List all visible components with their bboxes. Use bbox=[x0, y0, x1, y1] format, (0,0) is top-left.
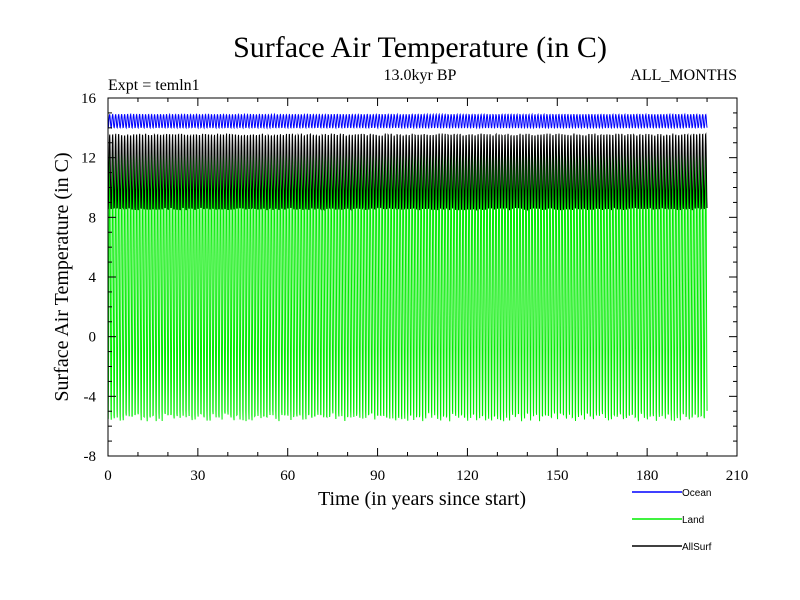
x-tick-label: 180 bbox=[636, 468, 659, 484]
legend-label-ocean: Ocean bbox=[682, 488, 711, 499]
chart-title: Surface Air Temperature (in C) bbox=[233, 31, 607, 64]
y-tick-label: -8 bbox=[84, 449, 97, 465]
legend-label-allsurf: AllSurf bbox=[682, 542, 712, 553]
x-tick-label: 120 bbox=[456, 468, 479, 484]
period-label: 13.0kyr BP bbox=[384, 67, 457, 84]
months-label: ALL_MONTHS bbox=[630, 67, 737, 84]
legend: Ocean Land AllSurf bbox=[632, 488, 712, 553]
y-tick-label: 0 bbox=[89, 330, 97, 346]
series-line-allsurf bbox=[107, 132, 708, 212]
series-layer bbox=[107, 112, 708, 422]
x-tick-label: 210 bbox=[726, 468, 749, 484]
x-axis-label: Time (in years since start) bbox=[318, 488, 526, 510]
y-tick-label: 4 bbox=[89, 270, 97, 286]
y-axis-label: Surface Air Temperature (in C) bbox=[51, 152, 73, 401]
experiment-label: Expt = temln1 bbox=[108, 77, 200, 94]
y-tick-label: 8 bbox=[89, 210, 97, 226]
x-tick-label: 150 bbox=[546, 468, 569, 484]
x-tick-label: 60 bbox=[280, 468, 295, 484]
x-tick-label: 30 bbox=[190, 468, 205, 484]
y-tick-label: 16 bbox=[81, 91, 97, 107]
series-line-ocean bbox=[107, 112, 708, 130]
y-tick-label: 12 bbox=[81, 151, 96, 167]
x-tick-label: 0 bbox=[104, 468, 112, 484]
legend-label-land: Land bbox=[682, 515, 704, 526]
x-axis: 0 30 60 90 120 150 180 210 bbox=[104, 98, 748, 484]
y-tick-label: -4 bbox=[84, 389, 97, 405]
y-axis: -8 -4 0 4 8 12 16 bbox=[81, 91, 737, 465]
x-tick-label: 90 bbox=[370, 468, 385, 484]
series-line-land bbox=[107, 144, 708, 422]
